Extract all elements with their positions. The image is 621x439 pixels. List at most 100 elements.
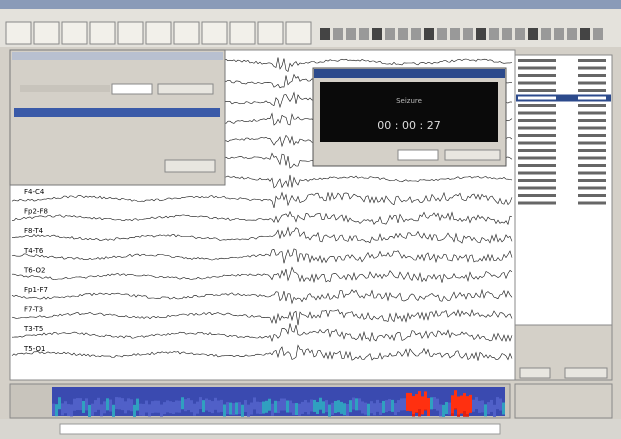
toolbar-icon[interactable] [567, 28, 577, 40]
event-row[interactable] [578, 81, 606, 85]
spectrogram-band [247, 404, 250, 417]
panel-selection[interactable] [14, 108, 220, 117]
event-row[interactable] [578, 119, 606, 122]
event-row[interactable] [578, 74, 606, 77]
toolbar-icon[interactable] [580, 28, 590, 40]
spectrogram-band [241, 387, 244, 416]
event-row[interactable] [518, 179, 556, 182]
toolbar-icon[interactable] [463, 28, 473, 40]
event-row[interactable] [518, 134, 556, 137]
toolbar-icon[interactable] [385, 28, 395, 40]
toolbar-icon[interactable] [489, 28, 499, 40]
event-row[interactable] [578, 111, 606, 115]
event-row[interactable] [518, 111, 556, 115]
event-row[interactable] [518, 96, 556, 100]
spectrogram-band [496, 397, 499, 410]
event-row[interactable] [578, 171, 606, 175]
event-row[interactable] [518, 126, 556, 130]
event-row[interactable] [518, 164, 556, 167]
toolbar-button[interactable] [285, 21, 312, 45]
event-row[interactable] [578, 149, 606, 152]
event-row[interactable] [518, 81, 556, 85]
spectrogram-band [106, 398, 109, 411]
toolbar-icon[interactable] [476, 28, 486, 40]
event-row[interactable] [578, 179, 606, 182]
toolbar-icon[interactable] [320, 28, 330, 40]
toolbar-icon[interactable] [515, 28, 525, 40]
event-row[interactable] [518, 149, 556, 152]
spectrogram-band [391, 399, 394, 412]
toolbar-icon[interactable] [359, 28, 369, 40]
event-row[interactable] [578, 201, 606, 205]
event-row[interactable] [518, 156, 556, 160]
toolbar-button[interactable] [117, 21, 144, 45]
spectrogram-band [328, 387, 331, 416]
toolbar-icon[interactable] [372, 28, 382, 40]
dialog-input[interactable] [397, 149, 439, 161]
toolbar-icon[interactable] [593, 28, 603, 40]
spectrogram-band [160, 404, 163, 417]
toolbar-button[interactable] [229, 21, 256, 45]
toolbar-icon[interactable] [437, 28, 447, 40]
spectrogram-band [439, 404, 442, 417]
event-row[interactable] [518, 74, 556, 77]
toolbar-icon[interactable] [333, 28, 343, 40]
event-row[interactable] [578, 59, 606, 62]
event-row[interactable] [578, 194, 606, 197]
event-row[interactable] [518, 66, 556, 70]
panel-button[interactable] [164, 159, 216, 173]
time-scrollbar[interactable] [59, 423, 501, 435]
panel-button[interactable] [157, 83, 214, 95]
control-button[interactable] [564, 367, 608, 379]
spectrogram-band [208, 399, 211, 412]
toolbar-icon[interactable] [450, 28, 460, 40]
event-row[interactable] [518, 104, 556, 107]
event-row[interactable] [578, 156, 606, 160]
event-row[interactable] [578, 134, 606, 137]
toolbar-button[interactable] [201, 21, 228, 45]
event-row[interactable] [578, 66, 606, 70]
event-row[interactable] [578, 104, 606, 107]
toolbar-icon[interactable] [398, 28, 408, 40]
event-row[interactable] [578, 164, 606, 167]
event-row[interactable] [578, 96, 606, 100]
spectrogram-band [448, 402, 451, 415]
spectrogram-band [379, 402, 382, 415]
toolbar-icon[interactable] [346, 28, 356, 40]
toolbar-icon[interactable] [411, 28, 421, 40]
event-row[interactable] [518, 201, 556, 205]
toolbar-button[interactable] [33, 21, 60, 45]
event-row[interactable] [518, 194, 556, 197]
toolbar-button[interactable] [61, 21, 88, 45]
event-row[interactable] [578, 186, 606, 190]
toolbar-button[interactable] [89, 21, 116, 45]
event-row[interactable] [518, 89, 556, 92]
spectrogram-band [298, 387, 301, 416]
toolbar-icon[interactable] [424, 28, 434, 40]
eeg-trace [12, 226, 513, 244]
event-row[interactable] [518, 186, 556, 190]
toolbar-icon[interactable] [554, 28, 564, 40]
event-row-selected[interactable] [516, 94, 611, 102]
event-row[interactable] [578, 89, 606, 92]
event-row[interactable] [578, 126, 606, 130]
control-button[interactable] [519, 367, 551, 379]
event-row[interactable] [578, 141, 606, 145]
spectrogram-band [340, 387, 343, 416]
event-row[interactable] [518, 119, 556, 122]
toolbar-icon[interactable] [528, 28, 538, 40]
dialog-button[interactable] [444, 149, 501, 161]
event-row[interactable] [518, 141, 556, 145]
panel-input[interactable] [111, 83, 153, 95]
event-row[interactable] [518, 59, 556, 62]
toolbar-button[interactable] [5, 21, 32, 45]
toolbar-icon[interactable] [541, 28, 551, 40]
toolbar-icon[interactable] [502, 28, 512, 40]
spectrogram-band [181, 397, 184, 410]
spectrogram-band [295, 387, 298, 416]
toolbar-button[interactable] [173, 21, 200, 45]
toolbar-button[interactable] [145, 21, 172, 45]
spectrogram-band [133, 404, 136, 417]
event-row[interactable] [518, 171, 556, 175]
toolbar-button[interactable] [257, 21, 284, 45]
